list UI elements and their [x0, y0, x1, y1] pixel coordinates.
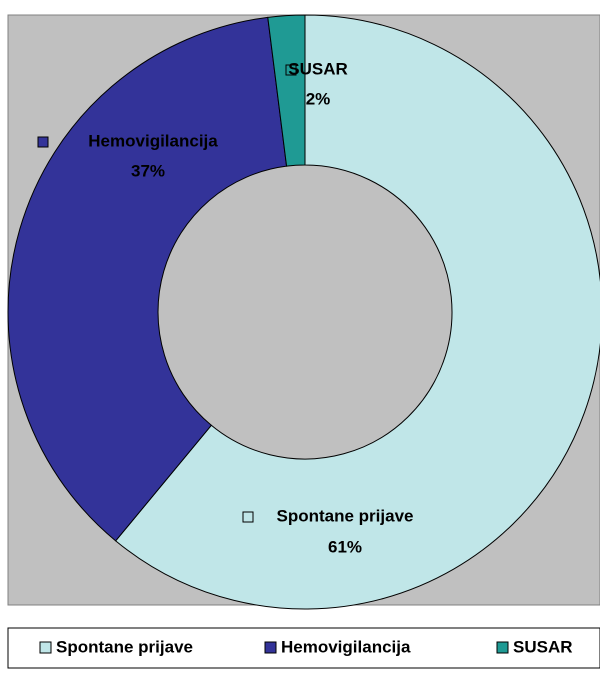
- label-key: [285, 64, 297, 76]
- data-label-value: 2%: [306, 89, 331, 108]
- legend-label: Hemovigilancija: [281, 637, 411, 656]
- data-label-name: Spontane prijave: [277, 506, 414, 525]
- legend-label: SUSAR: [513, 637, 573, 656]
- legend-key: [39, 641, 52, 654]
- donut-slice: [267, 14, 306, 167]
- legend-key: [264, 641, 277, 654]
- data-label-name: Hemovigilancija: [88, 131, 218, 150]
- donut-slice: [7, 16, 288, 542]
- data-label-value: 61%: [328, 537, 362, 556]
- donut-slice: [114, 14, 600, 610]
- label-key: [37, 136, 49, 148]
- data-label-value: 37%: [131, 161, 165, 180]
- label-key: [242, 511, 254, 523]
- data-label-name: SUSAR: [288, 59, 348, 78]
- legend-key: [496, 641, 509, 654]
- legend-label: Spontane prijave: [56, 637, 193, 656]
